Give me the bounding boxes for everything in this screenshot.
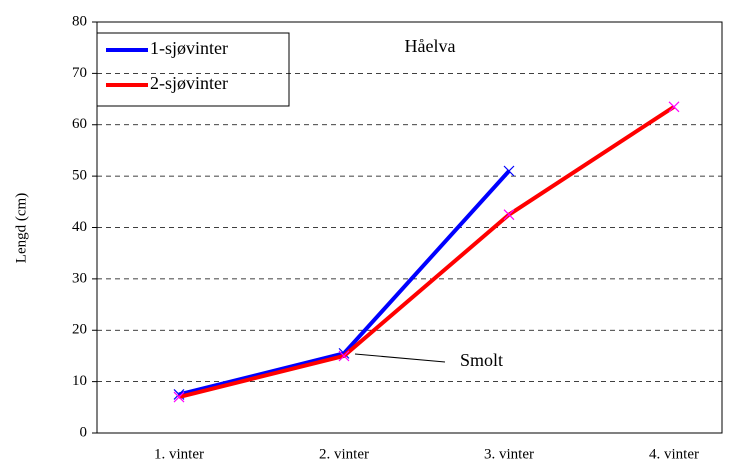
legend-label: 2-sjøvinter	[150, 73, 228, 93]
chart-annotation: Smolt	[460, 350, 503, 370]
y-tick-label: 50	[72, 168, 87, 184]
y-tick-label: 30	[72, 270, 87, 286]
legend-box	[96, 32, 290, 107]
chart-annotation: Håelva	[405, 36, 456, 56]
x-tick-label: 4. vinter	[649, 446, 699, 462]
y-tick-label: 40	[72, 219, 87, 235]
x-tick-label: 2. vinter	[319, 446, 369, 462]
data-marker	[338, 350, 350, 362]
data-marker	[503, 209, 515, 221]
data-line	[178, 105, 676, 399]
data-marker	[668, 101, 680, 113]
legend-label: 1-sjøvinter	[150, 38, 228, 58]
y-tick-label: 10	[72, 373, 87, 389]
x-tick-label: 3. vinter	[484, 446, 534, 462]
annotation-line	[354, 353, 446, 363]
y-tick-label: 0	[80, 424, 88, 440]
data-marker	[503, 165, 515, 177]
y-tick-label: 60	[72, 116, 87, 132]
data-marker	[173, 391, 185, 403]
y-tick-label: 70	[72, 65, 87, 81]
y-tick-label: 20	[72, 322, 87, 338]
x-tick-label: 1. vinter	[154, 446, 204, 462]
y-tick-label: 80	[72, 13, 87, 29]
y-axis-label: Lengd (cm)	[13, 193, 29, 263]
